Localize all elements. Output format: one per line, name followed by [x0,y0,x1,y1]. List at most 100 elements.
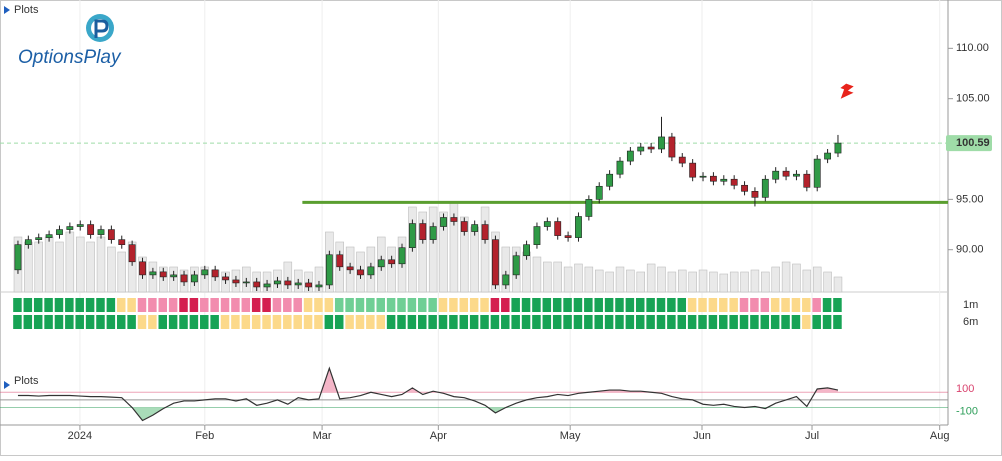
strip-cell [791,298,801,312]
strip-cell [200,298,209,312]
volume-bar [65,231,75,293]
candle-body [658,136,665,150]
volume-bar [823,271,832,293]
strip-cell [251,298,261,312]
strip-cell [137,315,147,329]
candle-body [97,229,105,235]
candle-body [377,259,385,268]
strip-cell [168,298,178,312]
candle-body [149,271,157,276]
candle-body [772,170,780,180]
strip-cell [241,315,251,329]
strip-cell [708,298,718,312]
candle-body [274,280,281,285]
strip-cell [459,298,469,312]
strip-cell [573,315,583,329]
plots-label[interactable]: Plots [14,4,39,16]
strip-cell [532,315,541,329]
strip-run [116,298,136,312]
candle-body [616,160,624,175]
volume-bar [698,269,708,293]
strip-cell [106,315,116,329]
strip-cell [459,315,469,329]
strip-cell [480,298,489,312]
strip-run [272,298,302,312]
volume-bar [729,271,739,293]
strip-cell [23,298,33,312]
expand-icon[interactable] [4,6,10,14]
strip-cell [687,315,697,329]
strip-cell [189,298,199,312]
strip-cell [366,315,375,329]
strip-cell [739,315,749,329]
strip-cell [625,315,635,329]
candle-body [782,170,790,177]
strip-cell [584,315,593,329]
strip-run [324,315,344,329]
volume-bar [75,236,85,293]
volume-bar [667,271,677,293]
strip-cell [231,315,240,329]
strip-cell [604,298,614,312]
last-price-box [946,135,992,152]
candle-body [709,175,717,182]
strip-cell [231,298,240,312]
candle-body [107,229,115,240]
volume-bar [418,211,428,293]
strip-cell [615,298,624,312]
strip-cell [345,298,354,312]
strip-cell [85,315,95,329]
candle-body [533,226,541,245]
strip-cell [469,315,479,329]
logo: OptionsPlay [18,14,122,68]
strip-cell [552,315,562,329]
candle-body [66,226,74,230]
candle-body [699,175,707,178]
volume-bar [833,276,843,293]
candle-body [626,150,634,162]
candle-body [315,284,323,288]
strip-cell [116,315,126,329]
strip-cell [210,298,219,312]
volume-bar [605,271,614,293]
strip-cell [438,298,448,312]
strip-cell [490,315,500,329]
candle-body [14,244,22,271]
trend-arrow [840,83,854,99]
candle-body [346,266,354,271]
strip-run [345,315,385,329]
volume-bar [553,261,562,293]
strip-cell [355,298,365,312]
volume-bar [96,236,106,293]
volume-bar [657,266,666,293]
volume-bar [55,241,64,293]
strip-run [386,315,801,329]
volume-bar [44,236,54,293]
strip-cell [833,315,842,329]
strip-cell [667,315,676,329]
strip-run [490,298,510,312]
oscillator-label[interactable]: Plots [14,375,39,387]
strip-cell [75,298,84,312]
strip-cell [646,315,655,329]
candle-body [139,261,146,276]
expand-icon[interactable] [4,381,10,389]
strip-cell [594,315,603,329]
candle-body [357,269,364,276]
strip-cell [480,315,489,329]
volume-bar [584,266,594,293]
candle-body [512,255,520,276]
candle-body [232,279,240,284]
candle-body [128,244,136,263]
strip-cell [677,315,687,329]
strip-cell [345,315,354,329]
candle-body [793,173,800,177]
strip-cell [449,315,458,329]
volume-bar [709,271,718,293]
strip-cell [770,315,780,329]
volume-bar [563,266,573,293]
strip-cell [314,315,323,329]
strip-run [739,298,770,312]
strip-cell [833,298,842,312]
